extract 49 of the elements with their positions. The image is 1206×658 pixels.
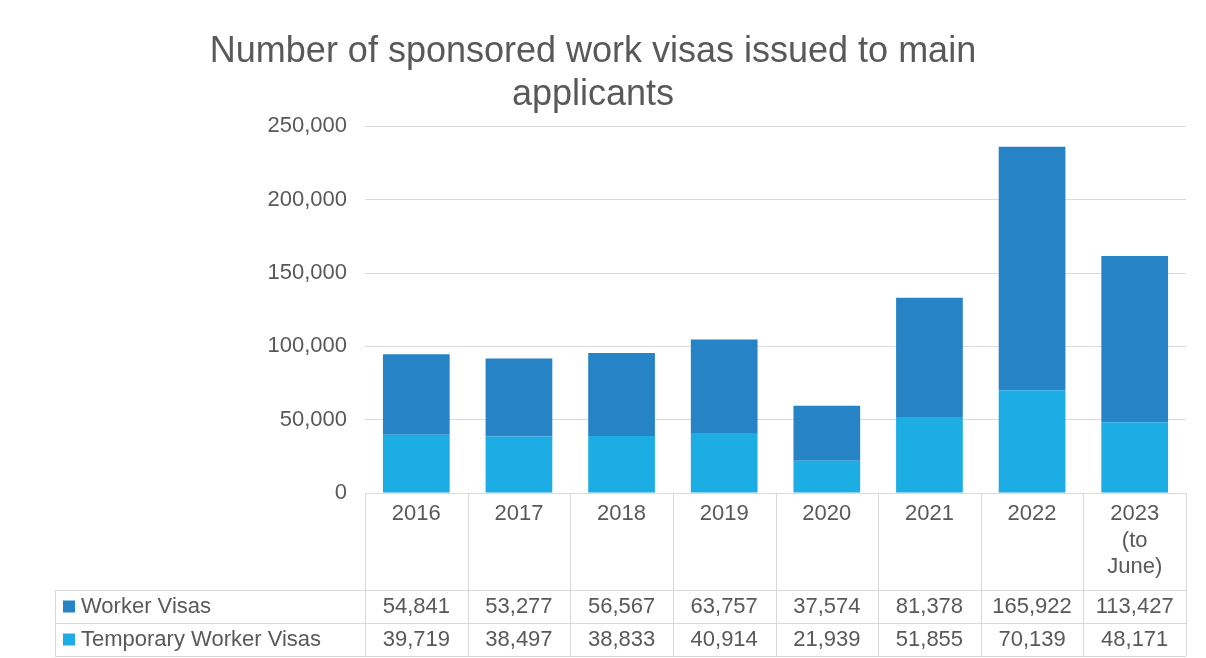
data-label: 38,833 (587, 625, 656, 651)
bar (588, 353, 655, 437)
y-tick-label: 100,000 (267, 332, 347, 358)
data-label: 51,855 (895, 625, 964, 651)
data-label: 56,567 (587, 592, 656, 618)
bar (588, 436, 655, 493)
bar (690, 339, 758, 433)
y-tick-label: 200,000 (267, 185, 347, 211)
bar (1101, 256, 1169, 423)
bar (998, 390, 1066, 493)
x-tick-label: 2021 (904, 500, 954, 526)
y-tick-label: 250,000 (267, 112, 347, 138)
bar (1101, 422, 1169, 493)
bar (998, 146, 1066, 391)
bar (896, 297, 963, 417)
x-tick-label: 2019 (699, 500, 749, 526)
data-label: 48,171 (1101, 625, 1169, 651)
bar (793, 460, 861, 493)
x-tick-label: 2016 (391, 500, 441, 526)
data-label: 21,939 (793, 625, 861, 651)
bar (485, 436, 553, 493)
x-tick-label: 2017 (494, 500, 544, 526)
bar (382, 354, 450, 435)
x-tick-label: 2023 (to June) (1107, 500, 1163, 579)
y-tick-label: 150,000 (267, 259, 347, 285)
bar (896, 416, 963, 493)
y-tick-label: 0 (334, 479, 347, 505)
x-tick-label: 2022 (1007, 500, 1057, 526)
legend-label: Worker Visas (81, 592, 212, 618)
bar (485, 358, 553, 437)
legend-label: Temporary Worker Visas (81, 625, 322, 651)
data-label: 165,922 (992, 592, 1072, 618)
x-tick-label: 2020 (802, 500, 852, 526)
data-label: 70,139 (998, 625, 1066, 651)
chart-title: Number of sponsored work visas issued to main applicants (209, 28, 977, 113)
data-label: 54,841 (382, 592, 450, 618)
y-tick-label: 50,000 (279, 405, 347, 431)
bar (690, 433, 758, 493)
data-label: 81,378 (895, 592, 964, 618)
data-label: 37,574 (793, 592, 861, 618)
data-label: 53,277 (485, 592, 553, 618)
data-label: 113,427 (1095, 592, 1174, 618)
data-label: 39,719 (382, 625, 450, 651)
data-label: 40,914 (690, 625, 758, 651)
data-label: 63,757 (690, 592, 758, 618)
x-tick-label: 2018 (597, 500, 647, 526)
data-label: 38,497 (485, 625, 553, 651)
bar (793, 405, 861, 461)
bar (382, 434, 450, 493)
